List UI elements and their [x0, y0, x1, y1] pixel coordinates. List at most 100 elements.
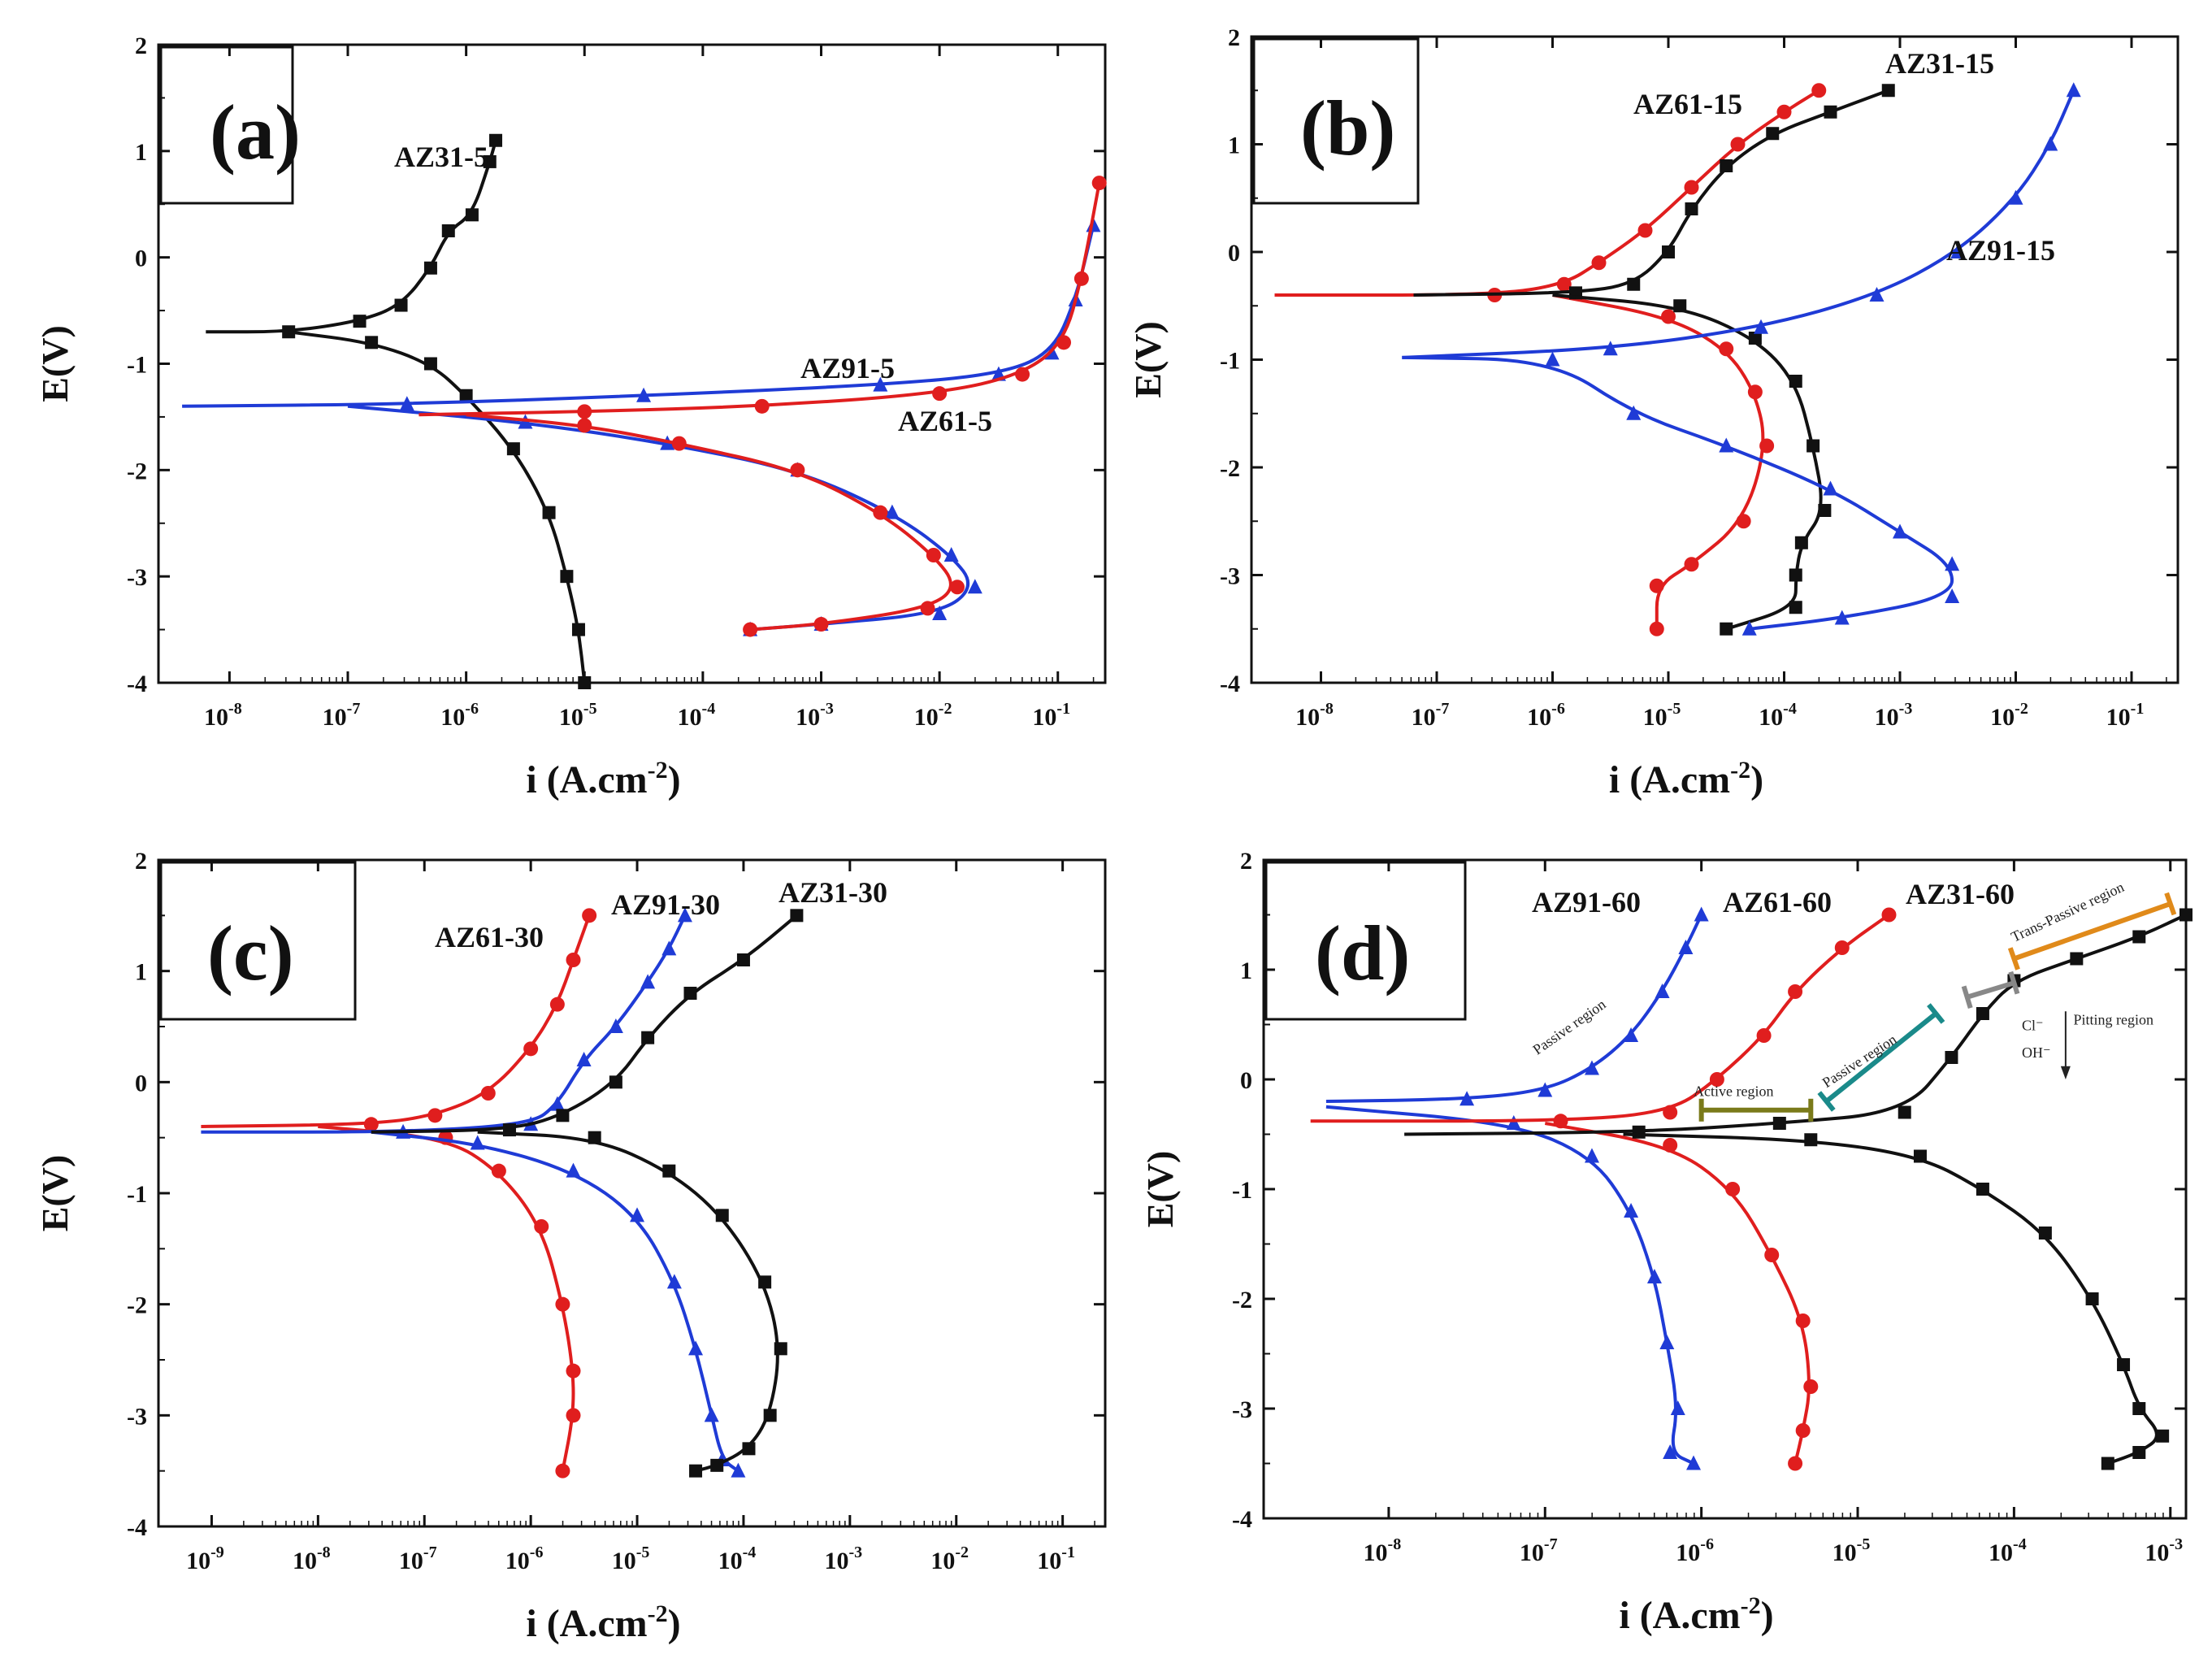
data-point: [1945, 1051, 1958, 1064]
anodic-branch-line: [182, 224, 1095, 408]
passive-region-blue-label: Passive region: [1529, 996, 1608, 1057]
data-point: [1591, 255, 1607, 271]
data-point: [1824, 105, 1837, 119]
data-point: [1772, 1117, 1786, 1130]
y-tick-label: 0: [135, 245, 147, 272]
series-label: AZ61-30: [435, 921, 544, 953]
data-point: [483, 154, 497, 168]
data-point: [704, 1407, 719, 1422]
data-point: [566, 1408, 581, 1423]
y-tick-label: -2: [127, 1292, 147, 1319]
data-point: [710, 1458, 724, 1472]
y-tick-label: 0: [1240, 1067, 1252, 1094]
data-point: [582, 908, 597, 923]
data-point: [363, 1117, 379, 1132]
data-point: [608, 1018, 623, 1033]
data-point: [480, 1086, 496, 1101]
series-az91-15: AZ91-15: [1402, 82, 2081, 636]
data-point: [666, 1274, 682, 1289]
data-point: [1834, 940, 1850, 955]
data-point: [577, 404, 592, 419]
data-point: [943, 547, 959, 562]
data-point: [640, 974, 656, 989]
data-point: [2156, 1429, 2170, 1443]
series-label: AZ31-15: [1885, 47, 1994, 80]
data-point: [1720, 622, 1733, 636]
data-point: [1976, 1007, 1989, 1020]
data-point: [1584, 1148, 1599, 1163]
hydroxide-ion-label: OH⁻: [2022, 1044, 2051, 1061]
series-az91-60: AZ91-60: [1325, 886, 1709, 1470]
data-point: [1945, 588, 1960, 603]
data-point: [630, 1207, 645, 1222]
data-point: [1804, 1133, 1818, 1147]
data-point: [1945, 556, 1960, 571]
cathodic-branch-line: [318, 1125, 575, 1472]
data-point: [1661, 309, 1676, 324]
data-point: [1818, 504, 1832, 517]
data-point: [932, 605, 948, 620]
data-point: [566, 953, 581, 967]
x-axis-label: i (A.cm-2): [1619, 1592, 1773, 1637]
y-tick-label: -4: [127, 1514, 147, 1541]
data-point: [736, 953, 750, 966]
y-tick-label: -1: [127, 1181, 147, 1208]
data-point: [2132, 1402, 2146, 1415]
series-label: AZ61-5: [898, 405, 992, 437]
data-point: [1834, 610, 1850, 625]
x-tick-label: 10-5: [559, 700, 597, 731]
data-point: [1766, 127, 1780, 141]
y-tick-label: -1: [1220, 348, 1240, 375]
x-tick-label: 10-6: [1676, 1535, 1714, 1566]
data-point: [1776, 104, 1792, 119]
data-point: [577, 418, 592, 433]
data-point: [683, 987, 697, 1000]
data-point: [423, 261, 437, 275]
x-tick-label: 10-8: [293, 1544, 331, 1574]
x-tick-label: 10-1: [1032, 700, 1070, 731]
transition-bar: [1966, 980, 2015, 1000]
panel-label: (b): [1300, 85, 1395, 172]
series-az61-60: AZ61-60: [1310, 886, 1897, 1471]
data-point: [1056, 335, 1072, 350]
data-point: [459, 389, 473, 402]
passive-region-label: Passive region: [1819, 1031, 1900, 1091]
data-point: [1741, 620, 1757, 636]
x-tick-label: 10-4: [1989, 1535, 2027, 1566]
data-point: [1624, 1027, 1639, 1042]
panel-label-box: [1252, 37, 1420, 205]
data-point: [758, 1275, 772, 1289]
data-point: [1893, 523, 1907, 539]
x-axis-label: i (A.cm-2): [526, 757, 680, 801]
y-axis-label: E(V): [34, 1155, 76, 1232]
data-point: [790, 909, 804, 923]
anodic-branch-line: [419, 182, 1101, 417]
pitting-region-label: Pitting region: [2073, 1012, 2153, 1028]
data-point: [1881, 84, 1895, 98]
data-point: [1795, 1313, 1811, 1328]
data-point: [555, 1296, 570, 1312]
y-tick-label: -2: [1220, 455, 1240, 482]
x-tick-label: 10-3: [1875, 700, 1913, 731]
anodic-branch-line: [1310, 913, 1890, 1123]
data-point: [1670, 1400, 1685, 1415]
data-point: [1686, 1455, 1702, 1470]
passive-region-bar-cap: [1817, 1091, 1836, 1112]
x-tick-label: 10-7: [323, 700, 361, 731]
data-point: [489, 133, 503, 147]
active-region-label: Active region: [1694, 1083, 1773, 1099]
data-point: [1637, 223, 1653, 238]
series-label: AZ91-15: [1946, 234, 2055, 267]
data-point: [641, 1031, 655, 1044]
data-point: [465, 208, 479, 222]
trans-passive-bar: [2013, 901, 2171, 962]
data-point: [1881, 907, 1897, 923]
data-point: [2179, 908, 2192, 922]
y-tick-label: -4: [1220, 671, 1240, 697]
y-tick-label: -1: [127, 352, 147, 379]
data-point: [2066, 82, 2081, 98]
data-point: [1794, 536, 1808, 549]
chloride-ion-label: Cl⁻: [2022, 1017, 2044, 1033]
data-point: [470, 1135, 485, 1150]
x-tick-label: 10-6: [505, 1544, 544, 1574]
